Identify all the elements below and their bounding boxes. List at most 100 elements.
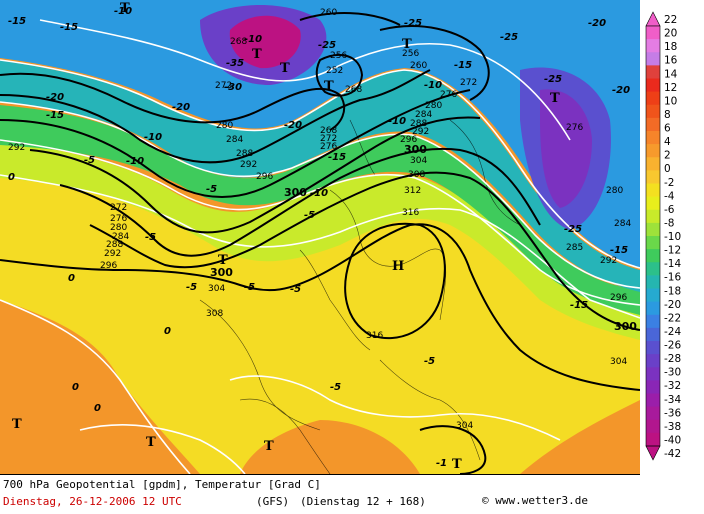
geo-label: 280 — [216, 121, 233, 131]
temp-label: -35 — [226, 58, 244, 69]
low-pressure-center: T — [218, 253, 228, 268]
colorbar-segment — [646, 301, 660, 316]
temp-label: -10 — [114, 6, 132, 17]
low-pressure-center: T — [146, 435, 156, 450]
temp-label: 0 — [164, 326, 171, 337]
temp-label: -5 — [290, 284, 301, 295]
low-pressure-center: T — [280, 61, 290, 76]
colorbar-tick-label: -10 — [664, 231, 681, 243]
colorbar-tick-label: 2 — [664, 150, 671, 162]
temp-label: -15 — [8, 16, 26, 27]
geo-label: 272 — [110, 203, 127, 213]
temp-label: -5 — [304, 210, 315, 221]
low-pressure-center: T — [264, 439, 274, 454]
colorbar-segment — [646, 419, 660, 434]
geo-label: 260 — [410, 61, 427, 71]
geo-label: 300 — [210, 266, 233, 279]
colorbar-segment — [646, 288, 660, 303]
temp-label: -5 — [206, 184, 217, 195]
colorbar-segment — [646, 393, 660, 408]
temp-label: -25 — [404, 18, 422, 29]
copyright-icon: © — [482, 494, 489, 507]
low-pressure-center: T — [452, 457, 462, 472]
temp-label: 0 — [94, 403, 101, 414]
geo-label: 276 — [440, 90, 457, 100]
temp-label: -15 — [454, 60, 472, 71]
colorbar-segment — [646, 209, 660, 224]
temp-label: -25 — [500, 32, 518, 43]
pressure-centers: T T T T T T T T T H T T — [12, 1, 560, 472]
geo-label: 300 — [284, 186, 307, 199]
geopotential-labels: 260 256 252 256 260 268 272 276 280 284 … — [8, 8, 637, 431]
colorbar-tick-label: -26 — [664, 340, 681, 352]
copyright: © www.wetter3.de — [482, 494, 588, 507]
colorbar-segment — [646, 104, 660, 119]
colorbar-segment — [646, 170, 660, 184]
temp-label: -15 — [610, 245, 628, 256]
colorbar-segment — [646, 39, 660, 53]
colorbar-tick-label: -42 — [664, 448, 681, 460]
geo-label: 280 — [110, 223, 127, 233]
geo-label: 292 — [600, 256, 617, 266]
colorbar-tick-label: 22 — [664, 14, 677, 26]
colorbar-tick-label: -22 — [664, 312, 681, 324]
colorbar-segment — [646, 131, 660, 145]
colorbar-tick-label: -30 — [664, 367, 681, 379]
colorbar-tick-label: 20 — [664, 28, 677, 40]
copyright-text: www.wetter3.de — [495, 494, 588, 507]
temp-label: -5 — [186, 282, 197, 293]
geo-label: 300 — [614, 320, 637, 333]
colorbar-tick-label: -6 — [664, 204, 675, 216]
colorbar-tick-label: -32 — [664, 380, 681, 392]
colorbar-segment — [646, 406, 660, 421]
temp-label: -15 — [46, 110, 64, 121]
temperature-field-yellow — [0, 170, 640, 474]
temp-label: -15 — [570, 300, 588, 311]
low-pressure-center: T — [324, 79, 334, 94]
colorbar-segment — [646, 341, 660, 355]
temp-label: -5 — [145, 232, 156, 243]
temp-label: -5 — [330, 382, 341, 393]
geo-label: 276 — [566, 123, 583, 133]
geo-label: 268 — [320, 126, 337, 136]
low-pressure-center: T — [12, 417, 22, 432]
colorbar-tick-label: 18 — [664, 41, 677, 53]
geo-label: 276 — [110, 214, 127, 224]
cold-core-east-inner — [540, 89, 592, 208]
temp-label: -1 — [436, 458, 447, 469]
temp-label: -20 — [588, 18, 606, 29]
geo-label: 304 — [208, 284, 225, 294]
temperature-field-lightgreen — [0, 140, 640, 340]
colorbar-segment — [646, 157, 660, 171]
colorbar-tick-label: 14 — [664, 68, 678, 80]
temp-label: -5 — [244, 282, 255, 293]
colorbar-tick-label: 0 — [664, 163, 671, 175]
colorbar-tick-label: -14 — [664, 258, 681, 270]
colorbar-segment — [646, 380, 660, 394]
colorbar-tick-label: 12 — [664, 82, 677, 94]
geo-label: 292 — [240, 160, 257, 170]
geo-label: 252 — [326, 66, 343, 76]
geo-label: 268 — [230, 37, 247, 47]
temp-label: -25 — [544, 74, 562, 85]
model-run: (Dienstag 12 + 168) — [300, 495, 426, 508]
temp-label: -5 — [424, 356, 435, 367]
colorbar-tick-label: -18 — [664, 285, 681, 297]
isotherms — [0, 19, 640, 474]
geo-label: 316 — [366, 331, 383, 341]
geo-label: 272 — [320, 134, 337, 144]
temperature-labels: -15 -10 -15 -20 -25 -25 -25 -20 -25 -20 … — [8, 6, 630, 469]
temp-label: -10 — [388, 116, 406, 127]
colorbar-tick-label: -4 — [664, 190, 675, 202]
colorbar-segment — [646, 144, 660, 158]
weather-map: 260 256 252 256 260 268 272 276 280 284 … — [0, 0, 640, 474]
geo-label: 284 — [226, 135, 243, 145]
colorbar-segment — [646, 275, 660, 289]
colorbar-segment — [646, 432, 660, 447]
temp-label: -10 — [144, 132, 162, 143]
geo-label: 256 — [330, 51, 347, 61]
temp-label: -20 — [612, 85, 630, 96]
footer: 700 hPa Geopotential [gpdm], Temperatur … — [0, 474, 640, 514]
colorbar-segment — [646, 91, 660, 106]
geo-label: 256 — [402, 49, 419, 59]
